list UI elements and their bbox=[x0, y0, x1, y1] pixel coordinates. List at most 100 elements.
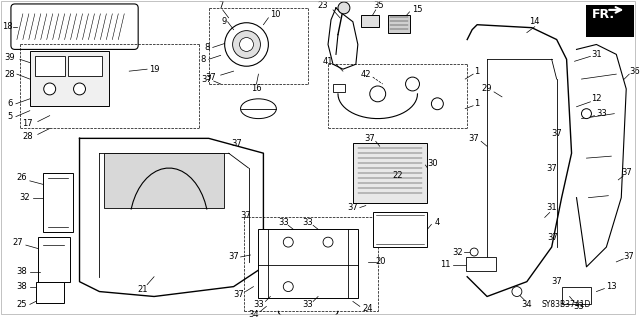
Text: 37: 37 bbox=[623, 252, 634, 262]
Text: 14: 14 bbox=[529, 17, 540, 26]
Text: 33: 33 bbox=[303, 300, 314, 309]
Text: 1: 1 bbox=[474, 99, 480, 108]
Text: 38: 38 bbox=[17, 282, 28, 291]
Text: 26: 26 bbox=[17, 174, 27, 182]
Circle shape bbox=[74, 83, 86, 95]
Circle shape bbox=[225, 23, 268, 66]
Text: 5: 5 bbox=[7, 112, 13, 121]
Text: 33: 33 bbox=[278, 218, 289, 227]
Text: 20: 20 bbox=[376, 257, 386, 266]
Circle shape bbox=[370, 86, 386, 102]
Text: 23: 23 bbox=[317, 1, 328, 11]
Text: 32: 32 bbox=[20, 193, 30, 202]
Bar bbox=[36, 282, 63, 303]
Text: 33: 33 bbox=[303, 218, 314, 227]
Text: 37: 37 bbox=[621, 168, 632, 177]
Text: 37: 37 bbox=[547, 233, 558, 242]
Text: 37: 37 bbox=[228, 252, 239, 262]
Text: 31: 31 bbox=[547, 203, 557, 212]
Bar bbox=[38, 237, 70, 282]
Bar bbox=[372, 212, 428, 247]
Text: 37: 37 bbox=[202, 75, 212, 84]
Text: 36: 36 bbox=[629, 67, 639, 76]
Text: 24: 24 bbox=[362, 304, 373, 313]
Text: 15: 15 bbox=[412, 5, 423, 14]
Text: 7: 7 bbox=[218, 1, 223, 11]
Text: 37: 37 bbox=[348, 203, 358, 212]
Text: 41: 41 bbox=[323, 57, 333, 66]
Circle shape bbox=[323, 237, 333, 247]
Text: 35: 35 bbox=[373, 1, 384, 11]
Circle shape bbox=[44, 83, 56, 95]
Text: 6: 6 bbox=[7, 99, 13, 108]
Circle shape bbox=[284, 237, 293, 247]
Bar bbox=[35, 56, 65, 76]
Text: 9: 9 bbox=[221, 17, 227, 26]
Text: 13: 13 bbox=[606, 282, 616, 291]
Text: 8: 8 bbox=[200, 55, 205, 64]
Text: 39: 39 bbox=[4, 53, 15, 62]
Text: 33: 33 bbox=[573, 302, 584, 311]
Text: 4: 4 bbox=[435, 218, 440, 227]
Circle shape bbox=[582, 109, 591, 119]
Text: 22: 22 bbox=[392, 171, 403, 181]
Text: 12: 12 bbox=[591, 94, 602, 103]
Bar bbox=[388, 15, 410, 33]
Text: 17: 17 bbox=[22, 119, 33, 128]
FancyBboxPatch shape bbox=[11, 4, 138, 49]
Text: 11: 11 bbox=[440, 260, 451, 269]
Text: 37: 37 bbox=[240, 211, 251, 220]
Text: 31: 31 bbox=[591, 50, 602, 59]
Text: 18: 18 bbox=[2, 22, 12, 31]
Text: 8: 8 bbox=[204, 43, 209, 52]
Text: 27: 27 bbox=[13, 238, 23, 247]
Circle shape bbox=[512, 286, 522, 296]
Bar bbox=[68, 56, 102, 76]
Text: 33: 33 bbox=[596, 109, 607, 118]
Text: 37: 37 bbox=[551, 277, 562, 286]
Text: 10: 10 bbox=[270, 10, 280, 19]
Circle shape bbox=[232, 31, 260, 58]
Text: 30: 30 bbox=[427, 159, 438, 167]
Text: 38: 38 bbox=[17, 267, 28, 276]
Text: 37: 37 bbox=[231, 139, 242, 148]
Text: 37: 37 bbox=[364, 134, 375, 143]
Circle shape bbox=[338, 2, 350, 14]
Text: 42: 42 bbox=[360, 70, 371, 78]
Text: 21: 21 bbox=[137, 285, 147, 294]
Bar bbox=[562, 286, 591, 304]
Text: 37: 37 bbox=[551, 129, 562, 138]
Text: 34: 34 bbox=[248, 310, 259, 319]
Ellipse shape bbox=[241, 99, 276, 119]
Text: 33: 33 bbox=[253, 300, 264, 309]
Text: 34: 34 bbox=[522, 300, 532, 309]
Bar bbox=[30, 51, 109, 106]
Circle shape bbox=[284, 282, 293, 292]
Text: 19: 19 bbox=[149, 65, 159, 74]
Circle shape bbox=[239, 38, 253, 51]
Text: 37: 37 bbox=[205, 73, 216, 82]
Text: 32: 32 bbox=[452, 248, 463, 256]
Bar bbox=[333, 84, 345, 92]
Bar bbox=[586, 5, 634, 37]
Text: 37: 37 bbox=[233, 290, 244, 299]
Bar bbox=[466, 257, 496, 271]
Bar bbox=[259, 229, 358, 299]
Bar bbox=[353, 143, 428, 203]
Circle shape bbox=[470, 248, 478, 256]
Text: SY83B3741D: SY83B3741D bbox=[541, 300, 591, 309]
Bar bbox=[361, 15, 379, 27]
Circle shape bbox=[431, 98, 444, 110]
Bar bbox=[104, 153, 223, 208]
Text: 28: 28 bbox=[22, 132, 33, 141]
Circle shape bbox=[406, 77, 419, 91]
Text: 25: 25 bbox=[17, 300, 27, 309]
Text: 37: 37 bbox=[468, 134, 479, 143]
Text: 29: 29 bbox=[482, 85, 492, 93]
Text: 16: 16 bbox=[251, 85, 262, 93]
Text: 1: 1 bbox=[474, 67, 480, 76]
Bar bbox=[43, 173, 72, 232]
Text: 28: 28 bbox=[4, 70, 15, 78]
Text: 37: 37 bbox=[547, 164, 557, 173]
Text: FR.: FR. bbox=[591, 8, 614, 21]
